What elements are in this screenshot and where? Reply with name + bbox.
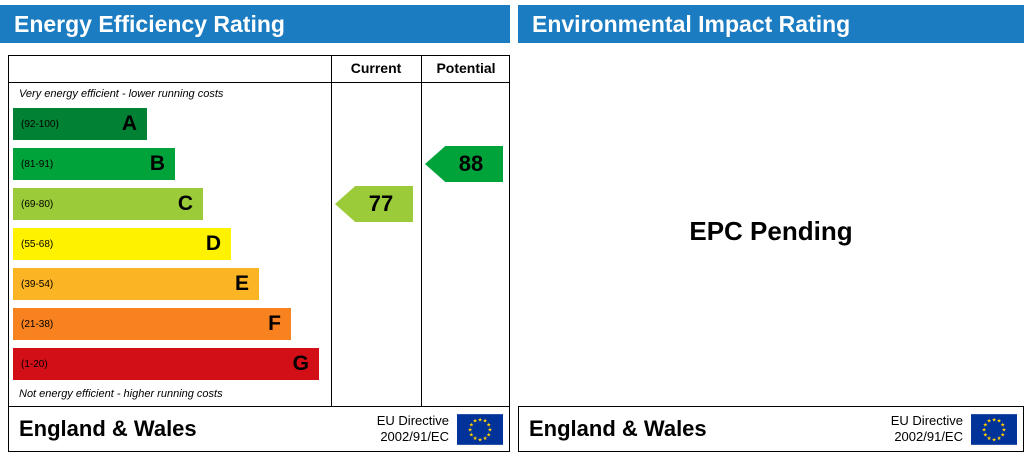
svg-text:★: ★ bbox=[982, 427, 987, 433]
svg-text:★: ★ bbox=[478, 437, 483, 443]
top-caption: Very energy efficient - lower running co… bbox=[19, 88, 224, 100]
svg-text:★: ★ bbox=[987, 436, 992, 442]
eu-directive-label: EU Directive 2002/91/EC bbox=[377, 413, 457, 446]
band-range-label: (69-80) bbox=[21, 198, 54, 210]
energy-efficiency-header: Energy Efficiency Rating bbox=[0, 5, 510, 43]
band-letter: D bbox=[205, 232, 221, 255]
band-range-label: (55-68) bbox=[21, 238, 54, 250]
eu-flag-icon: ★ ★ ★★ ★★ ★★ ★★ ★★ bbox=[457, 413, 503, 445]
band-d: (55-68) D bbox=[13, 228, 231, 260]
band-letter: E bbox=[234, 272, 249, 295]
band-letter: F bbox=[268, 312, 281, 335]
svg-text:★: ★ bbox=[987, 418, 992, 424]
svg-text:★: ★ bbox=[486, 422, 491, 428]
band-letter: B bbox=[149, 152, 165, 175]
band-letter: C bbox=[177, 192, 193, 215]
environmental-impact-title: Environmental Impact Rating bbox=[532, 10, 851, 37]
band-b: (81-91) B bbox=[13, 148, 175, 180]
region-label: England & Wales bbox=[529, 416, 707, 441]
potential-rating-arrow: 88 bbox=[425, 146, 503, 182]
band-range-label: (92-100) bbox=[21, 118, 59, 130]
band-range-label: (1-20) bbox=[21, 358, 48, 370]
environmental-impact-header: Environmental Impact Rating bbox=[518, 5, 1024, 43]
eu-directive-line1: EU Directive bbox=[376, 412, 449, 428]
band-range-label: (39-54) bbox=[21, 278, 54, 290]
svg-text:★: ★ bbox=[983, 422, 988, 428]
svg-text:★: ★ bbox=[473, 436, 478, 442]
region-label: England & Wales bbox=[19, 416, 197, 441]
potential-column-header: Potential bbox=[436, 60, 496, 76]
band-letter: G bbox=[292, 352, 309, 375]
svg-text:★: ★ bbox=[468, 427, 473, 433]
band-range-label: (21-38) bbox=[21, 318, 54, 330]
svg-text:★: ★ bbox=[992, 417, 997, 423]
environmental-impact-panel: Environmental Impact Rating EPC Pending … bbox=[518, 5, 1024, 452]
band-range-label: (81-91) bbox=[21, 158, 54, 170]
environmental-impact-body: EPC Pending bbox=[518, 55, 1024, 407]
band-g: (1-20) G bbox=[13, 348, 319, 380]
svg-text:★: ★ bbox=[983, 432, 988, 438]
potential-rating-value: 88 bbox=[458, 151, 484, 176]
svg-text:★: ★ bbox=[1000, 432, 1005, 438]
band-a: (92-100) A bbox=[13, 108, 147, 140]
current-rating-arrow: 77 bbox=[335, 186, 413, 222]
svg-text:★: ★ bbox=[469, 432, 474, 438]
right-footer: England & Wales EU Directive 2002/91/EC … bbox=[518, 406, 1024, 452]
column-divider bbox=[331, 56, 332, 406]
svg-text:★: ★ bbox=[473, 418, 478, 424]
column-divider bbox=[421, 56, 422, 406]
svg-text:★: ★ bbox=[478, 417, 483, 423]
svg-text:★: ★ bbox=[997, 418, 1002, 424]
eu-directive-line2: 2002/91/EC bbox=[894, 429, 963, 444]
svg-text:★: ★ bbox=[486, 432, 491, 438]
current-column-header: Current bbox=[350, 60, 402, 76]
band-letter: A bbox=[121, 112, 137, 135]
band-c: (69-80) C bbox=[13, 188, 203, 220]
eu-directive-line1: EU Directive bbox=[890, 412, 963, 428]
left-footer: England & Wales EU Directive 2002/91/EC … bbox=[8, 406, 510, 452]
band-list: (92-100) A (81-91) B (69-80) C (55-68) D (39-54)… bbox=[13, 108, 319, 388]
svg-text:★: ★ bbox=[469, 422, 474, 428]
eu-directive-label: EU Directive 2002/91/EC bbox=[891, 413, 971, 446]
epc-pending-text: EPC Pending bbox=[689, 215, 853, 246]
band-e: (39-54) E bbox=[13, 268, 259, 300]
energy-efficiency-panel: Energy Efficiency Rating Current Potenti… bbox=[0, 5, 510, 452]
eu-directive-line2: 2002/91/EC bbox=[380, 429, 449, 444]
band-f: (21-38) F bbox=[13, 308, 291, 340]
eu-flag-icon: ★ ★ ★★ ★★ ★★ ★★ ★★ bbox=[971, 413, 1017, 445]
current-rating-value: 77 bbox=[368, 191, 394, 216]
header-row-divider bbox=[9, 82, 509, 83]
svg-text:★: ★ bbox=[483, 436, 488, 442]
svg-text:★: ★ bbox=[488, 427, 493, 433]
svg-text:★: ★ bbox=[992, 437, 997, 443]
svg-text:★: ★ bbox=[1000, 422, 1005, 428]
bottom-caption: Not energy efficient - higher running co… bbox=[19, 388, 223, 400]
energy-efficiency-title: Energy Efficiency Rating bbox=[14, 10, 285, 37]
energy-rating-chart: Current Potential Very energy efficient … bbox=[8, 55, 510, 407]
svg-text:★: ★ bbox=[997, 436, 1002, 442]
svg-text:★: ★ bbox=[1002, 427, 1007, 433]
svg-text:★: ★ bbox=[483, 418, 488, 424]
